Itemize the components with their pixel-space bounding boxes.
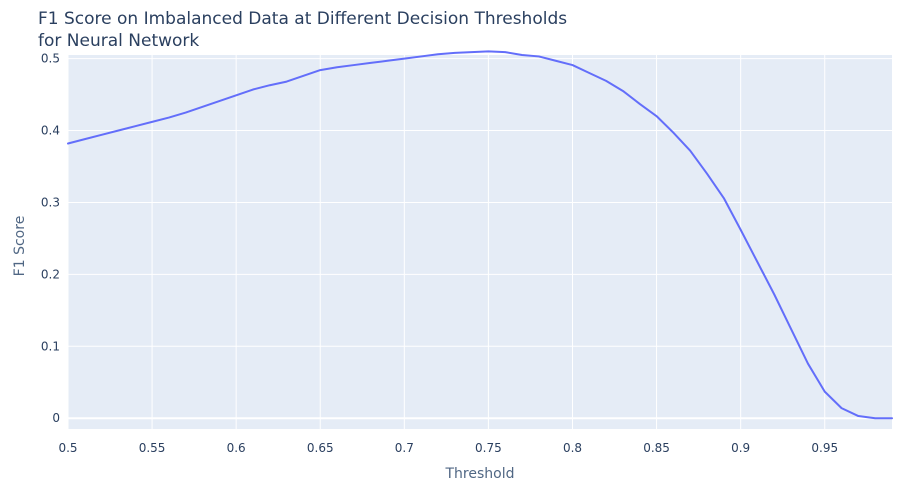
chart-title: F1 Score on Imbalanced Data at Different… — [38, 9, 567, 29]
x-tick-label: 0.7 — [395, 441, 414, 455]
x-tick-label: 0.9 — [731, 441, 750, 455]
x-tick-label: 0.6 — [227, 441, 246, 455]
y-tick-label: 0.1 — [41, 339, 60, 353]
y-tick-label: 0 — [52, 411, 60, 425]
series-layer — [67, 50, 893, 420]
plot-area — [68, 55, 892, 429]
y-tick-label: 0.4 — [41, 124, 60, 138]
x-tick-label: 0.95 — [811, 441, 838, 455]
y-tick-label: 0.5 — [41, 52, 60, 66]
series-line — [67, 50, 893, 420]
y-tick-labels: 0 0.1 0.2 0.3 0.4 0.5 — [41, 52, 60, 426]
x-tick-labels: 0.5 0.55 0.6 0.65 0.7 0.75 0.8 0.85 0.9 0.95 — [58, 441, 838, 455]
x-axis-title: Threshold — [445, 466, 515, 482]
chart-subtitle: for Neural Network — [38, 31, 199, 51]
y-tick-label: 0.3 — [41, 195, 60, 209]
x-tick-label: 0.85 — [643, 441, 670, 455]
y-tick-label: 0.2 — [41, 267, 60, 281]
x-tick-label: 0.65 — [307, 441, 334, 455]
y-axis-title: F1 Score — [12, 216, 28, 277]
x-tick-label: 0.75 — [475, 441, 502, 455]
x-tick-label: 0.55 — [139, 441, 166, 455]
x-tick-label: 0.5 — [58, 441, 77, 455]
x-tick-label: 0.8 — [563, 441, 582, 455]
